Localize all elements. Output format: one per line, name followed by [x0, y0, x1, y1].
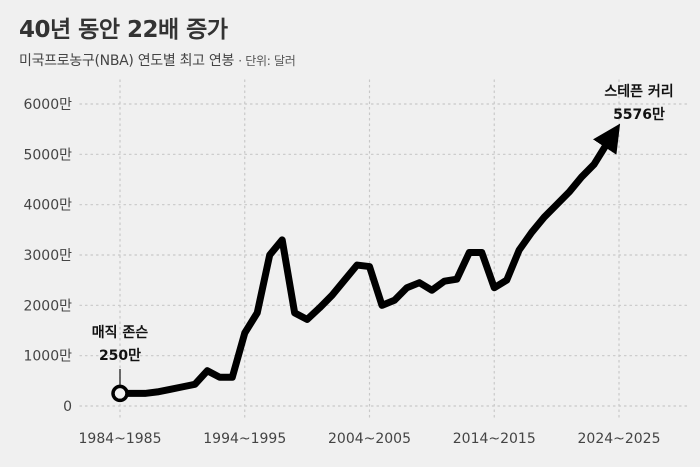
- x-tick-label: 2024~2025: [578, 431, 661, 447]
- chart-subtitle: 미국프로농구(NBA) 연도별 최고 연봉 · 단위: 달러: [19, 50, 296, 70]
- series-line: [116, 123, 621, 397]
- unit-label: · 단위: 달러: [238, 54, 296, 68]
- annotation-name-end: 스테픈 커리: [604, 84, 673, 100]
- y-tick-label: 5000만: [23, 147, 72, 163]
- annotation-name-start: 매직 존슨: [92, 324, 149, 341]
- y-tick-label: 3000만: [23, 248, 72, 264]
- y-tick-label: 6000만: [23, 97, 72, 113]
- start-point-marker: [111, 384, 129, 403]
- x-tick-label: 1994~1995: [203, 431, 286, 447]
- subtitle-text: 미국프로농구(NBA) 연도별 최고 연봉: [19, 53, 235, 69]
- x-tick-label: 2004~2005: [328, 431, 411, 447]
- x-tick-label: 1984~1985: [79, 431, 162, 447]
- x-tick-label: 2014~2015: [453, 431, 536, 447]
- annotation-value-end: 5576만: [613, 107, 665, 123]
- y-tick-label: 1000만: [23, 349, 72, 365]
- chart-title: 40년 동안 22배 증가: [19, 17, 228, 43]
- y-tick-label: 4000만: [23, 198, 72, 214]
- y-tick-label: 2000만: [23, 298, 72, 314]
- y-tick-label: 0: [63, 399, 72, 415]
- annotation-value-start: 250만: [99, 348, 141, 364]
